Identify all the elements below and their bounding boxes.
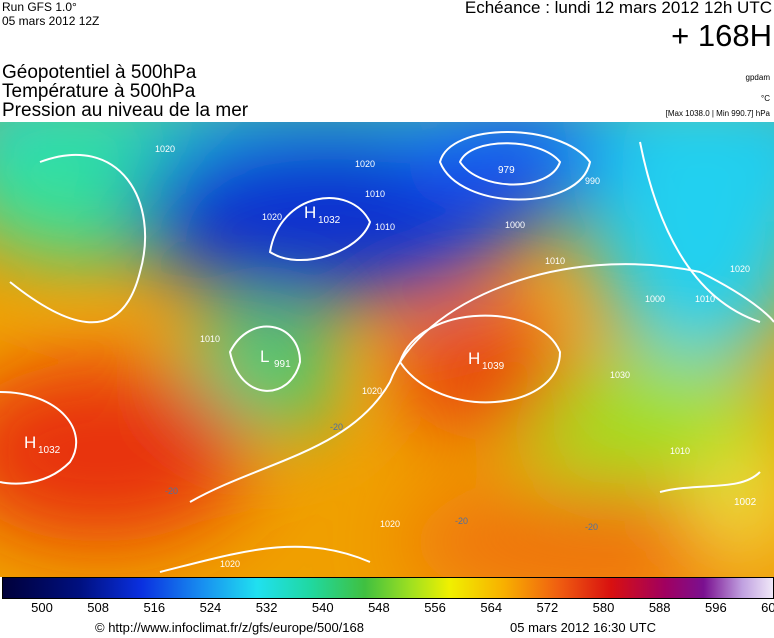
center-value: 1039 xyxy=(482,361,505,372)
field-title: Pression au niveau de la mer xyxy=(2,100,249,121)
isobar-label: 1020 xyxy=(380,519,400,529)
colorbar-tick-label: 524 xyxy=(199,600,222,615)
colorbar-tick-label: 540 xyxy=(311,600,334,615)
isobar-label: 1020 xyxy=(155,144,175,154)
colorbar-tick-label: 596 xyxy=(704,600,727,615)
colorbar xyxy=(2,577,774,599)
isobar-label: 1020 xyxy=(730,264,750,274)
unit: °C xyxy=(761,94,770,103)
center-value: 991 xyxy=(274,359,291,370)
temperature-label: -20 xyxy=(455,516,468,526)
colorbar-tick-label: 588 xyxy=(648,600,671,615)
colorbar-tick-label: 508 xyxy=(87,600,109,615)
colorbar-tick-label: 580 xyxy=(592,600,615,615)
colorbar-tick-label: 516 xyxy=(143,600,166,615)
field-title: Géopotentiel à 500hPa xyxy=(2,62,197,83)
isobar-label: 1030 xyxy=(610,370,630,380)
temperature-label: -20 xyxy=(330,422,343,432)
isobars xyxy=(0,131,774,573)
center-value: 1032 xyxy=(318,215,341,226)
colorbar-tick-label: 548 xyxy=(368,600,390,615)
lead-time: + 168H xyxy=(671,18,772,53)
isobar-label: 1010 xyxy=(365,189,385,199)
center-letter: H xyxy=(304,203,316,222)
isobar-label: 990 xyxy=(585,176,600,186)
temperature-label: -20 xyxy=(165,486,178,496)
unit: gpdam xyxy=(745,73,770,82)
colorbar-tick-label: 572 xyxy=(536,600,559,615)
isobar-label: 1010 xyxy=(375,222,395,232)
center-value: 1032 xyxy=(38,445,61,456)
colorbar-tick-label: 564 xyxy=(480,600,503,615)
isobar-label: 1010 xyxy=(545,256,565,266)
echeance: Echéance : lundi 12 mars 2012 12h UTC xyxy=(464,0,772,17)
field-title: Température à 500hPa xyxy=(2,81,196,102)
center-letter: H xyxy=(468,349,480,368)
run-date: 05 mars 2012 12Z xyxy=(2,14,100,28)
isobar-label: 1010 xyxy=(200,334,220,344)
colorbar-tick-label: 532 xyxy=(255,600,278,615)
run: Run GFS 1.0° xyxy=(2,0,77,14)
temperature-label: -20 xyxy=(585,522,598,532)
isobar-label: 1020 xyxy=(220,559,240,569)
isobar-label: 1010 xyxy=(695,294,715,304)
isobar-label: 1000 xyxy=(645,294,665,304)
generated: 05 mars 2012 16:30 UTC xyxy=(510,620,656,635)
isobar-label: 1020 xyxy=(262,212,282,222)
isobar-label: 1010 xyxy=(670,446,690,456)
unit: [Max 1038.0 | Min 990.7] hPa xyxy=(665,109,770,118)
isobar-label: 1000 xyxy=(505,220,525,230)
source: © http://www.infoclimat.fr/z/gfs/europe/… xyxy=(95,620,364,635)
temperature-field xyxy=(0,122,774,577)
center-letter: H xyxy=(24,433,36,452)
colorbar-tick-label: 500 xyxy=(31,600,53,615)
colorbar-tick-label: 556 xyxy=(424,600,446,615)
colorbar-tick-label: 604 xyxy=(761,600,774,615)
isobar-label: 1020 xyxy=(355,159,375,169)
isobar-label: 1020 xyxy=(362,386,382,396)
center-value: 1002 xyxy=(734,497,757,508)
center-value: 979 xyxy=(498,165,515,176)
center-letter: L xyxy=(260,347,269,366)
